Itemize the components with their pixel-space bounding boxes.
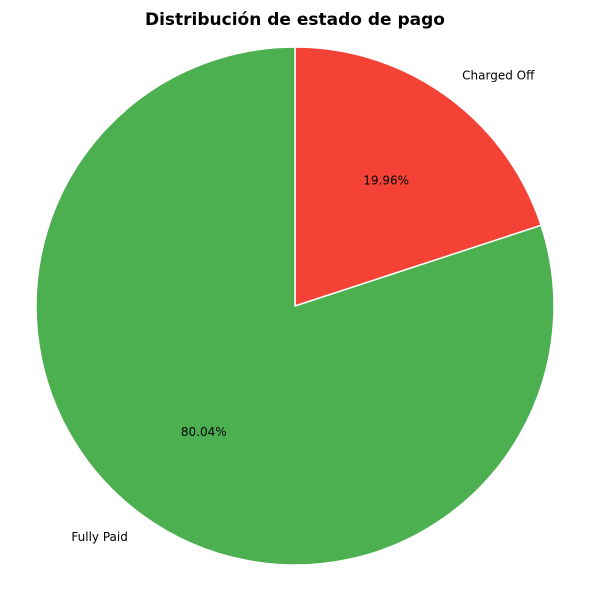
pie-slice-fully-paid [35,46,555,566]
slice-label-charged-off: Charged Off [462,69,535,83]
percent-label-charged-off: 19.96% [363,173,409,187]
pie-labels: Charged Off 19.96% Fully Paid 80.04% [71,69,535,544]
chart-title: Distribución de estado de pago [145,10,445,30]
percent-label-fully-paid: 80.04% [181,425,227,439]
slice-label-fully-paid: Fully Paid [71,530,127,544]
pie-slice-charged-off [294,46,542,307]
pie-slices [35,46,555,566]
